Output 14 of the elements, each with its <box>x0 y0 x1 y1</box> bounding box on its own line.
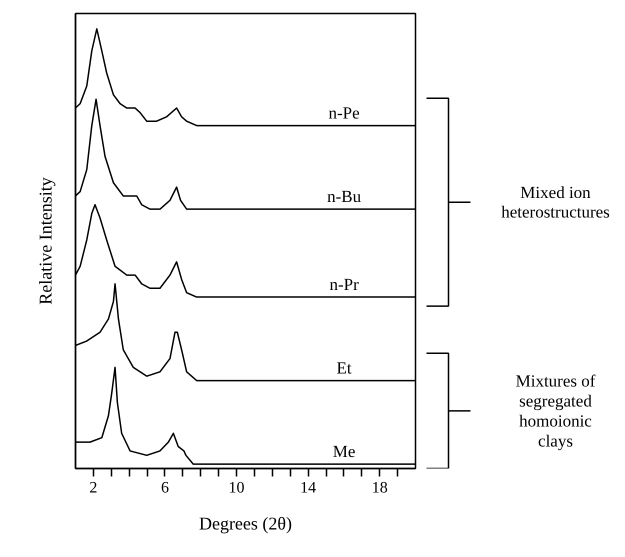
series-label: Me <box>332 442 356 462</box>
x-tick-label: 6 <box>160 480 169 496</box>
x-tick-label: 2 <box>89 480 98 496</box>
x-tick-label: 18 <box>372 480 388 496</box>
y-axis-title: Relative Intensity <box>36 177 56 305</box>
series-label: n-Pe <box>328 104 360 123</box>
text: Mixtures of segregated homoionic clays <box>516 371 596 450</box>
series-label: n-Pr <box>329 275 360 294</box>
series-label: n-Bu <box>327 187 362 206</box>
x-tick-label: 10 <box>228 480 245 496</box>
series-label: Et <box>336 358 352 378</box>
x-tick-label: 14 <box>300 480 316 496</box>
x-axis-title: Degrees (2θ) <box>198 514 292 534</box>
text: Mixed ion heterostructures <box>501 182 610 222</box>
